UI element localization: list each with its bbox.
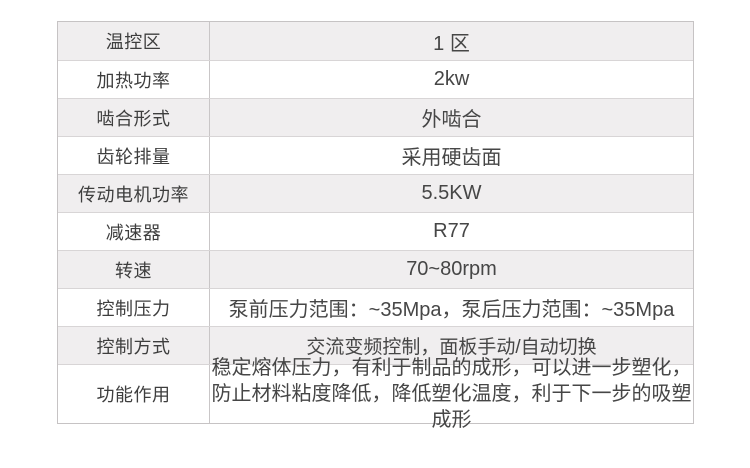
row-value-line: 防止材料粘度降低，降低塑化温度，利于下一步的吸塑成形 [211, 383, 692, 431]
row-value: 采用硬齿面 [401, 147, 502, 169]
row-label: 齿轮排量 [58, 137, 210, 174]
table-row: 转速 70~80rpm [58, 250, 693, 288]
row-value: 稳定熔体压力，有利于制品的成形，可以进一步塑化， 防止材料粘度降低，降低塑化温度… [210, 357, 693, 431]
table-row: 控制压力 泵前压力范围：~35Mpa，泵后压力范围：~35Mpa [58, 288, 693, 326]
row-value-line: 稳定熔体压力，有利于制品的成形，可以进一步塑化， [211, 357, 692, 379]
table-row: 温控区 1 区 [58, 22, 693, 60]
row-label: 控制压力 [58, 289, 210, 326]
row-value: 5.5KW [421, 182, 482, 204]
row-value: 70~80rpm [406, 258, 497, 280]
row-value: 2kw [433, 68, 470, 90]
row-value: 泵前压力范围：~35Mpa，泵后压力范围：~35Mpa [228, 299, 675, 321]
spec-table: 温控区 1 区 加热功率 2kw 啮合形式 外啮合 齿轮排量 采用硬齿面 传动电… [57, 21, 694, 431]
row-label: 控制方式 [58, 327, 210, 364]
row-value: 1 区 [433, 32, 470, 55]
table-row: 啮合形式 外啮合 [58, 98, 693, 136]
table-row: 加热功率 2kw [58, 60, 693, 98]
row-label: 功能作用 [58, 365, 210, 423]
row-label: 加热功率 [58, 61, 210, 98]
row-label: 啮合形式 [58, 99, 210, 136]
row-value: R77 [433, 220, 470, 242]
table-row: 功能作用 稳定熔体压力，有利于制品的成形，可以进一步塑化， 防止材料粘度降低，降… [58, 357, 693, 431]
table-row: 齿轮排量 采用硬齿面 [58, 136, 693, 174]
row-label: 转速 [58, 251, 210, 288]
row-label: 温控区 [58, 22, 210, 60]
table-row: 控制方式 交流变频控制，面板手动/自动切换 [58, 326, 693, 364]
row-label: 传动电机功率 [58, 175, 210, 212]
row-label: 减速器 [58, 213, 210, 250]
row-value: 外啮合 [421, 109, 482, 131]
row-value: 交流变频控制，面板手动/自动切换 [306, 337, 597, 358]
table-row: 减速器 R77 [58, 212, 693, 250]
table-row: 传动电机功率 5.5KW [58, 174, 693, 212]
